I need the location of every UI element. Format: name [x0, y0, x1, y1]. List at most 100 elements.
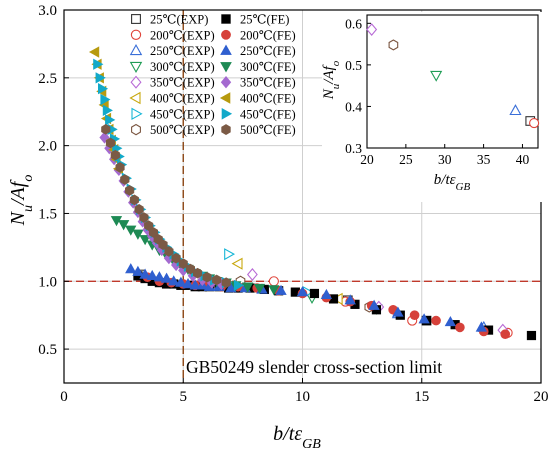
series-4: [246, 268, 509, 337]
data-point: [185, 263, 195, 275]
label-text: b/tε: [434, 172, 456, 188]
inset-y-tick-label: 0.5: [345, 58, 362, 73]
inset-y-tick-label: 0.3: [345, 141, 362, 156]
legend-label: 450℃(EXP): [150, 107, 215, 121]
legend-marker: [219, 92, 231, 104]
inset-data-point: [388, 39, 399, 51]
data-point: [431, 315, 441, 326]
data-point: [344, 294, 356, 305]
data-point: [455, 322, 465, 333]
legend-label: 500℃(EXP): [150, 123, 215, 137]
data-point: [99, 131, 110, 144]
legend-label: 200℃(FE): [240, 28, 296, 42]
data-point: [98, 82, 109, 95]
y-tick-label: 2.0: [38, 139, 57, 155]
inset-frame: [366, 14, 539, 149]
inset-x-tick-label: 40: [516, 152, 530, 167]
data-point: [139, 268, 151, 279]
legend-marker: [221, 29, 231, 40]
inset-series-5: [529, 117, 540, 129]
data-point: [392, 306, 404, 317]
legend-marker: [220, 76, 232, 89]
label-subscript: u: [330, 83, 342, 89]
legend-marker: [129, 61, 143, 74]
data-point: [105, 137, 116, 149]
data-point: [134, 204, 144, 215]
legend-label: 350℃(FE): [240, 76, 296, 90]
x-tick-label: 5: [180, 389, 188, 405]
data-point: [148, 227, 158, 238]
data-point: [101, 124, 111, 135]
y-tick-label: 0.5: [38, 342, 57, 358]
legend-marker: [221, 14, 231, 24]
legend-label: 300℃(FE): [240, 60, 296, 74]
legend-label: 250℃(EXP): [150, 44, 215, 58]
inset-series-2: [430, 70, 443, 82]
label-text: /Af: [7, 179, 29, 206]
data-point: [100, 93, 111, 106]
series-15: [101, 124, 231, 288]
data-point: [132, 229, 144, 240]
data-point: [189, 279, 201, 290]
data-point: [296, 286, 309, 297]
inset-chart: 20 25 30 35 40 0.3 0.4 0.5 0.6 b/tεGB Nu/Afo: [321, 12, 542, 202]
inset-data-point: [509, 104, 522, 116]
data-point: [241, 282, 254, 293]
data-point: [221, 277, 231, 288]
data-point: [309, 288, 320, 299]
legend-label: 350℃(EXP): [150, 76, 215, 90]
data-point: [182, 277, 194, 289]
inset-background: [322, 12, 542, 202]
data-point: [212, 274, 222, 286]
data-point: [132, 265, 144, 276]
legend-label: 500℃(FE): [240, 123, 296, 137]
inset-series-3: [509, 104, 522, 116]
legend: 25℃(EXP)200℃(EXP) 250℃(EXP) 300℃(EXP) 350℃(…: [129, 13, 296, 137]
data-point: [95, 72, 106, 84]
data-point: [144, 220, 154, 231]
x-tick-label: 10: [295, 389, 310, 405]
legend-marker: [221, 124, 231, 136]
label-text: b/tε: [273, 423, 302, 445]
inset-data-point: [366, 23, 378, 36]
label-subscript: o: [21, 175, 36, 182]
data-point: [117, 220, 130, 231]
legend-marker: [131, 14, 141, 24]
data-point: [115, 162, 125, 173]
label-text: N: [7, 210, 29, 226]
data-point: [475, 321, 488, 332]
data-point: [110, 149, 120, 161]
data-point: [320, 288, 333, 300]
annotation-text: GB50249 slender cross-section limit: [186, 357, 442, 377]
data-point: [120, 174, 130, 185]
data-point: [125, 263, 137, 274]
data-point: [160, 272, 173, 283]
legend-marker: [129, 43, 143, 56]
legend-marker: [130, 29, 142, 40]
data-point: [202, 271, 212, 283]
data-point: [171, 252, 181, 264]
data-point: [275, 284, 287, 295]
legend-label: 300℃(EXP): [150, 60, 215, 74]
data-point: [418, 313, 430, 324]
legend-marker: [130, 75, 142, 89]
legend-label: 25℃(EXP): [150, 13, 208, 27]
data-point: [193, 267, 203, 279]
legend-marker: [131, 107, 143, 121]
label-subscript: u: [21, 205, 36, 212]
label-subscript: GB: [302, 437, 321, 452]
y-axis-title: Nu/Afo: [7, 175, 36, 227]
data-point: [102, 104, 113, 117]
legend-marker: [131, 123, 141, 136]
inset-x-tick-label: 20: [360, 152, 374, 167]
data-point: [139, 235, 151, 246]
inset-x-axis-title: b/tεGB: [434, 172, 471, 193]
data-point: [175, 276, 187, 287]
data-point: [88, 46, 100, 58]
inset-y-axis-title: Nu/Afo: [321, 60, 342, 100]
label-text: N: [321, 88, 337, 100]
legend-marker: [220, 62, 232, 73]
data-point: [268, 285, 280, 296]
data-point: [129, 194, 139, 206]
x-tick-label: 15: [414, 389, 429, 405]
